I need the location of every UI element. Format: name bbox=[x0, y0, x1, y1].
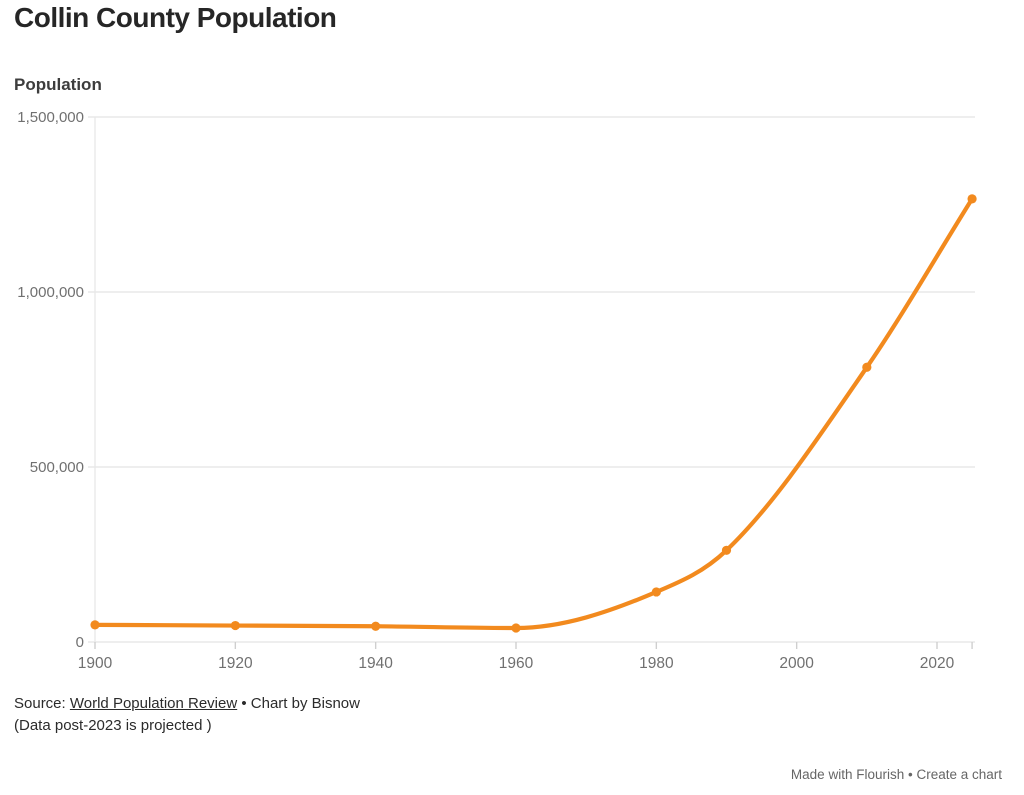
source-suffix: • Chart by Bisnow bbox=[237, 695, 360, 712]
data-point bbox=[371, 621, 381, 631]
source-link[interactable]: World Population Review bbox=[69, 695, 238, 712]
y-tick-label: 1,000,000 bbox=[17, 284, 84, 301]
chart-title: Collin County Population bbox=[14, 2, 337, 33]
x-tick-label: 1940 bbox=[358, 655, 393, 672]
source-projection-note: (Data post-2023 is projected ) bbox=[14, 717, 212, 734]
x-tick-label: 1920 bbox=[218, 655, 253, 672]
data-point bbox=[721, 545, 732, 555]
x-tick-label: 1960 bbox=[499, 655, 534, 672]
population-line bbox=[92, 196, 975, 631]
y-tick-label: 1,500,000 bbox=[17, 109, 84, 126]
data-point bbox=[967, 194, 977, 204]
create-a-chart-link[interactable]: Create a chart bbox=[916, 767, 1002, 782]
source-line: Source: World Population Review • Chart … bbox=[14, 693, 360, 715]
x-tick-label: 2000 bbox=[779, 655, 814, 672]
source-note: Source: World Population Review • Chart … bbox=[14, 693, 360, 737]
data-point bbox=[511, 623, 521, 633]
y-axis-title: Population bbox=[14, 75, 102, 94]
y-tick-label: 500,000 bbox=[30, 459, 84, 476]
flourish-credit: Made with Flourish • Create a chart bbox=[791, 767, 1002, 782]
x-tick-label: 1900 bbox=[78, 655, 113, 672]
population-line-chart: 0 500,000 1,000,000 1,500,000 1900 1920 1940 19… bbox=[17, 109, 977, 672]
x-tick-label: 2020 bbox=[920, 655, 955, 672]
y-tick-label: 0 bbox=[76, 634, 84, 651]
data-point bbox=[230, 620, 240, 631]
x-tick-label: 1980 bbox=[639, 655, 674, 672]
data-point bbox=[651, 587, 661, 597]
source-prefix: Source: bbox=[14, 695, 70, 712]
data-point bbox=[862, 362, 872, 372]
data-point bbox=[90, 620, 100, 630]
made-with-flourish-link[interactable]: Made with Flourish bbox=[790, 767, 905, 782]
footer-separator: • bbox=[904, 767, 917, 782]
